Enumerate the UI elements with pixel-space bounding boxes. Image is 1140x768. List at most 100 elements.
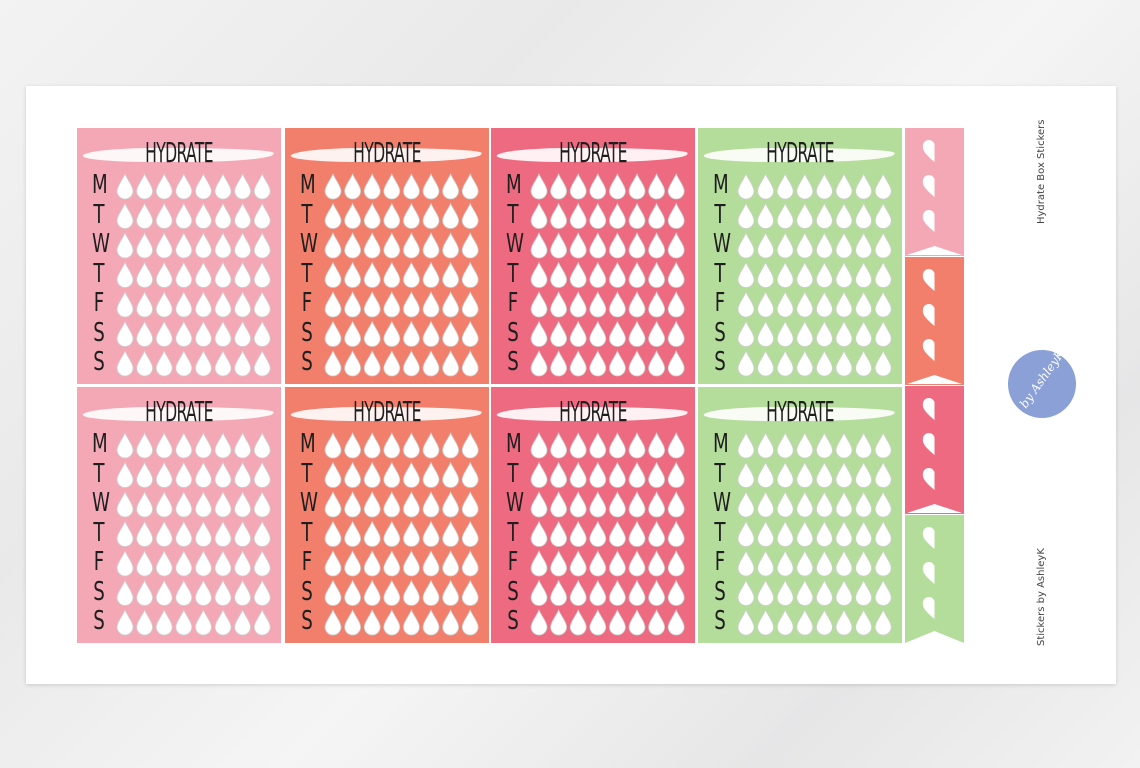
water-drop-icon[interactable] (589, 579, 607, 606)
water-drop-icon[interactable] (835, 431, 853, 459)
water-drop-icon[interactable] (234, 290, 252, 318)
water-drop-icon[interactable] (194, 549, 212, 577)
water-drop-icon[interactable] (461, 431, 479, 459)
water-drop-icon[interactable] (442, 490, 460, 518)
water-drop-icon[interactable] (628, 261, 646, 288)
water-drop-icon[interactable] (628, 290, 646, 318)
water-drop-icon[interactable] (569, 520, 587, 547)
water-drop-icon[interactable] (776, 431, 794, 459)
water-drop-icon[interactable] (628, 231, 646, 259)
water-drop-icon[interactable] (835, 490, 853, 518)
water-drop-icon[interactable] (874, 202, 892, 229)
water-drop-icon[interactable] (608, 349, 626, 377)
water-drop-icon[interactable] (383, 231, 401, 259)
water-drop-icon[interactable] (667, 461, 685, 488)
water-drop-icon[interactable] (550, 261, 568, 288)
water-drop-icon[interactable] (550, 349, 568, 377)
water-drop-icon[interactable] (194, 520, 212, 547)
water-drop-icon[interactable] (363, 290, 381, 318)
water-drop-icon[interactable] (628, 349, 646, 377)
water-drop-icon[interactable] (835, 461, 853, 488)
water-drop-icon[interactable] (608, 320, 626, 347)
water-drop-icon[interactable] (815, 172, 833, 200)
water-drop-icon[interactable] (530, 290, 548, 318)
water-drop-icon[interactable] (855, 431, 873, 459)
water-drop-icon[interactable] (324, 431, 342, 459)
water-drop-icon[interactable] (608, 608, 626, 636)
water-drop-icon[interactable] (667, 172, 685, 200)
water-drop-icon[interactable] (648, 461, 666, 488)
water-drop-icon[interactable] (550, 320, 568, 347)
water-drop-icon[interactable] (422, 490, 440, 518)
water-drop-icon[interactable] (402, 431, 420, 459)
water-drop-icon[interactable] (422, 202, 440, 229)
water-drop-icon[interactable] (776, 461, 794, 488)
water-drop-icon[interactable] (776, 490, 794, 518)
water-drop-icon[interactable] (589, 202, 607, 229)
water-drop-icon[interactable] (136, 261, 154, 288)
water-drop-icon[interactable] (589, 290, 607, 318)
water-drop-icon[interactable] (815, 608, 833, 636)
water-drop-icon[interactable] (383, 349, 401, 377)
water-drop-icon[interactable] (175, 172, 193, 200)
water-drop-icon[interactable] (363, 320, 381, 347)
water-drop-icon[interactable] (737, 349, 755, 377)
water-drop-icon[interactable] (324, 172, 342, 200)
water-drop-icon[interactable] (874, 608, 892, 636)
water-drop-icon[interactable] (253, 172, 271, 200)
water-drop-icon[interactable] (796, 579, 814, 606)
water-drop-icon[interactable] (815, 261, 833, 288)
water-drop-icon[interactable] (383, 549, 401, 577)
water-drop-icon[interactable] (324, 608, 342, 636)
water-drop-icon[interactable] (855, 490, 873, 518)
water-drop-icon[interactable] (383, 579, 401, 606)
water-drop-icon[interactable] (461, 520, 479, 547)
water-drop-icon[interactable] (874, 320, 892, 347)
water-drop-icon[interactable] (569, 349, 587, 377)
water-drop-icon[interactable] (628, 431, 646, 459)
water-drop-icon[interactable] (648, 231, 666, 259)
water-drop-icon[interactable] (402, 349, 420, 377)
water-drop-icon[interactable] (835, 520, 853, 547)
water-drop-icon[interactable] (116, 579, 134, 606)
water-drop-icon[interactable] (667, 202, 685, 229)
water-drop-icon[interactable] (737, 231, 755, 259)
water-drop-icon[interactable] (815, 431, 833, 459)
water-drop-icon[interactable] (214, 490, 232, 518)
water-drop-icon[interactable] (116, 202, 134, 229)
water-drop-icon[interactable] (855, 231, 873, 259)
water-drop-icon[interactable] (835, 261, 853, 288)
water-drop-icon[interactable] (667, 520, 685, 547)
water-drop-icon[interactable] (461, 202, 479, 229)
water-drop-icon[interactable] (737, 431, 755, 459)
water-drop-icon[interactable] (136, 202, 154, 229)
water-drop-icon[interactable] (422, 431, 440, 459)
water-drop-icon[interactable] (776, 231, 794, 259)
water-drop-icon[interactable] (569, 202, 587, 229)
water-drop-icon[interactable] (628, 579, 646, 606)
water-drop-icon[interactable] (737, 261, 755, 288)
water-drop-icon[interactable] (855, 290, 873, 318)
water-drop-icon[interactable] (569, 231, 587, 259)
water-drop-icon[interactable] (530, 202, 548, 229)
water-drop-icon[interactable] (461, 608, 479, 636)
water-drop-icon[interactable] (776, 549, 794, 577)
water-drop-icon[interactable] (344, 290, 362, 318)
water-drop-icon[interactable] (442, 172, 460, 200)
water-drop-icon[interactable] (530, 549, 548, 577)
water-drop-icon[interactable] (136, 490, 154, 518)
water-drop-icon[interactable] (344, 461, 362, 488)
water-drop-icon[interactable] (796, 349, 814, 377)
water-drop-icon[interactable] (175, 261, 193, 288)
water-drop-icon[interactable] (589, 261, 607, 288)
water-drop-icon[interactable] (530, 431, 548, 459)
water-drop-icon[interactable] (175, 349, 193, 377)
water-drop-icon[interactable] (530, 461, 548, 488)
water-drop-icon[interactable] (874, 520, 892, 547)
water-drop-icon[interactable] (796, 461, 814, 488)
water-drop-icon[interactable] (835, 202, 853, 229)
water-drop-icon[interactable] (214, 172, 232, 200)
water-drop-icon[interactable] (344, 431, 362, 459)
water-drop-icon[interactable] (383, 608, 401, 636)
water-drop-icon[interactable] (628, 520, 646, 547)
